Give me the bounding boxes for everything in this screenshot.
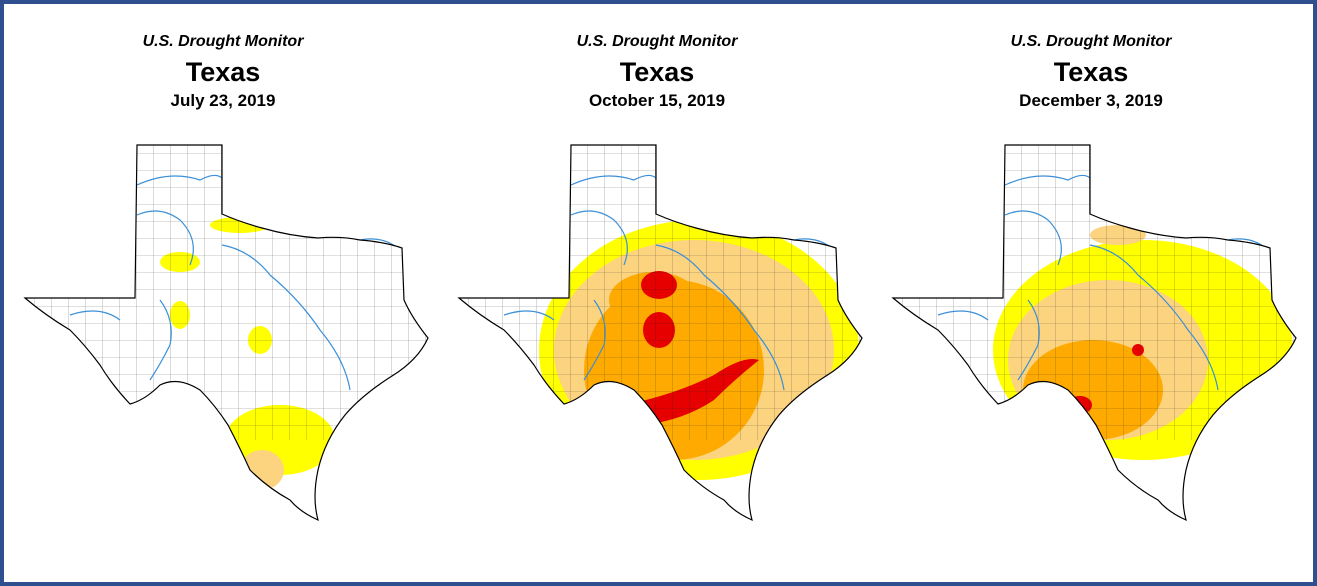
map-date: July 23, 2019 <box>171 91 276 110</box>
map-title: Texas <box>620 57 695 87</box>
source-label: U.S. Drought Monitor <box>1011 33 1173 50</box>
panel: U.S. Drought Monitor Texas July 23, 2019 <box>24 33 429 521</box>
map-date: October 15, 2019 <box>589 91 725 110</box>
map-title: Texas <box>186 57 261 87</box>
map-date: December 3, 2019 <box>1019 91 1163 110</box>
source-label: U.S. Drought Monitor <box>143 33 305 50</box>
maps: U.S. Drought Monitor Texas July 23, 2019… <box>24 33 1297 521</box>
source-label: U.S. Drought Monitor <box>577 33 739 50</box>
panel: U.S. Drought Monitor Texas October 15, 2… <box>458 33 863 521</box>
map-title: Texas <box>1054 57 1129 87</box>
panel: U.S. Drought Monitor Texas December 3, 2… <box>892 33 1297 521</box>
